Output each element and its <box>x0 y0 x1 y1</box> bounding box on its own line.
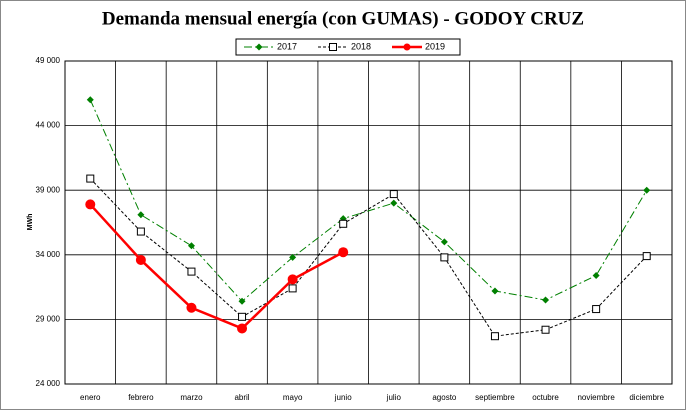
data-point <box>490 332 499 341</box>
data-point <box>238 312 247 321</box>
data-point <box>338 247 349 258</box>
y-axis-label: MWh <box>27 214 34 231</box>
x-tick-label: julio <box>386 393 402 402</box>
x-tick-label: enero <box>80 393 101 402</box>
data-point <box>136 227 145 236</box>
legend-marker <box>255 43 263 51</box>
data-point <box>542 296 550 304</box>
y-tick-label: 44 000 <box>36 121 61 130</box>
x-tick-label: octubre <box>532 393 559 402</box>
data-point <box>339 219 348 228</box>
data-point <box>491 287 499 295</box>
series-line <box>89 99 648 303</box>
y-tick-label: 34 000 <box>36 250 61 259</box>
series-line <box>89 178 648 337</box>
x-tick-label: diciembre <box>629 393 664 402</box>
legend-label: 2019 <box>425 41 445 51</box>
legend-label: 2017 <box>277 41 297 51</box>
legend-marker <box>403 43 411 51</box>
data-point <box>440 253 449 262</box>
y-tick-label: 29 000 <box>36 315 61 324</box>
legend-box <box>235 38 461 56</box>
series-line <box>89 203 344 330</box>
x-tick-label: noviembre <box>577 393 615 402</box>
data-point <box>289 253 297 261</box>
data-point <box>187 267 196 276</box>
data-point <box>390 199 398 207</box>
y-tick-label: 24 000 <box>36 379 61 388</box>
data-point <box>440 238 448 246</box>
x-tick-label: marzo <box>180 393 203 402</box>
data-point <box>238 297 246 305</box>
y-tick-label: 49 000 <box>36 56 61 65</box>
y-tick-label: 39 000 <box>36 185 61 194</box>
data-point <box>592 305 601 314</box>
x-tick-label: septiembre <box>475 393 515 402</box>
data-point <box>287 274 298 285</box>
legend-label: 2018 <box>351 41 371 51</box>
data-point <box>642 252 651 261</box>
x-tick-label: febrero <box>128 393 154 402</box>
data-point <box>389 190 398 199</box>
x-tick-label: mayo <box>283 393 303 402</box>
data-point <box>135 254 146 265</box>
data-point <box>187 242 195 250</box>
data-point <box>85 199 96 210</box>
legend-marker <box>329 43 337 51</box>
data-point <box>643 186 651 194</box>
x-tick-label: junio <box>334 393 352 402</box>
data-point <box>86 174 95 183</box>
data-point <box>186 302 197 313</box>
data-point <box>86 96 94 104</box>
data-point <box>237 323 248 334</box>
data-point <box>541 325 550 334</box>
x-tick-label: abril <box>234 393 249 402</box>
data-point <box>288 284 297 293</box>
data-point <box>137 211 145 219</box>
x-tick-label: agosto <box>432 393 457 402</box>
chart-title: Demanda mensual energía (con GUMAS) - GO… <box>102 8 584 29</box>
data-point <box>592 271 600 279</box>
